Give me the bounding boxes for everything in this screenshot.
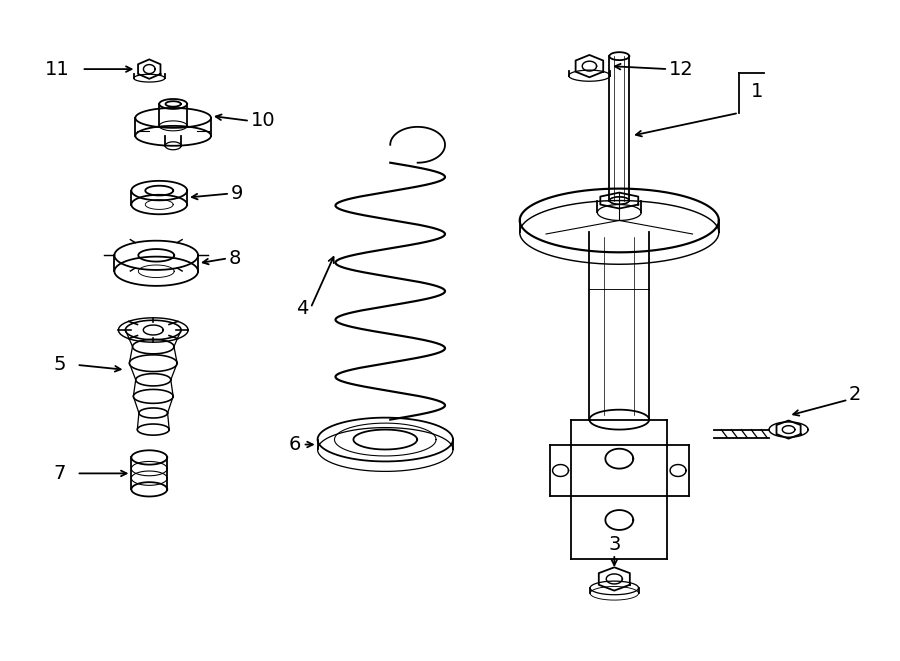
Text: 1: 1	[751, 81, 763, 100]
Text: 4: 4	[296, 299, 309, 317]
Text: 7: 7	[53, 464, 66, 483]
Text: 12: 12	[669, 59, 694, 79]
Text: 10: 10	[251, 112, 275, 130]
Text: 9: 9	[231, 184, 243, 203]
Text: 6: 6	[288, 435, 301, 454]
Text: 5: 5	[53, 356, 66, 374]
Text: 11: 11	[45, 59, 69, 79]
Text: 3: 3	[608, 535, 620, 554]
Text: 8: 8	[229, 249, 241, 268]
Text: 2: 2	[849, 385, 860, 405]
